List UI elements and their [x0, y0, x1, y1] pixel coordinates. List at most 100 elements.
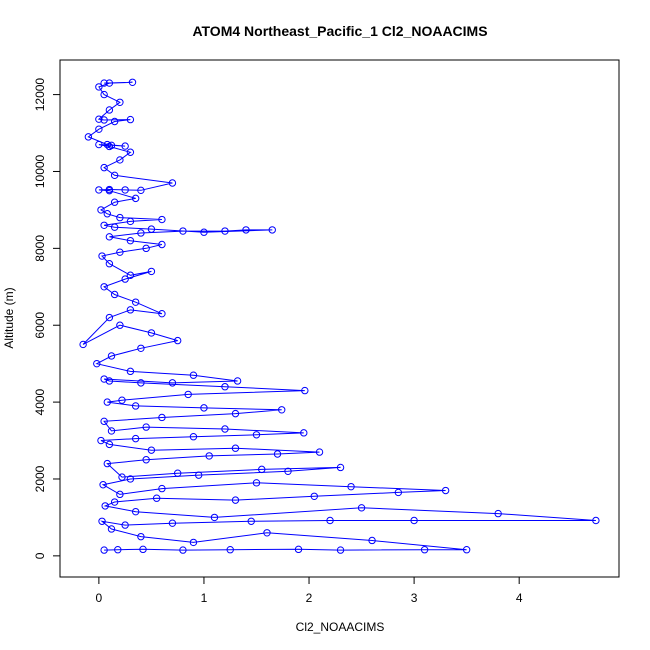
- data-point: [107, 141, 116, 150]
- data-point: [98, 252, 106, 260]
- data-point: [93, 359, 101, 368]
- y-tick-label: 8000: [33, 235, 47, 262]
- data-point: [441, 486, 450, 495]
- data-point: [131, 507, 140, 516]
- data-point: [147, 225, 156, 233]
- data-point: [142, 423, 150, 431]
- data-point: [100, 221, 108, 229]
- data-point: [116, 98, 124, 106]
- data-point: [100, 375, 108, 383]
- data-point: [347, 482, 355, 491]
- data-point: [103, 459, 111, 468]
- data-point: [116, 213, 124, 222]
- data-point: [100, 90, 108, 99]
- data-point: [131, 434, 140, 443]
- data-point: [210, 513, 219, 522]
- data-point: [368, 536, 376, 545]
- data-point: [114, 546, 122, 554]
- data-point: [394, 488, 403, 497]
- data-point: [168, 179, 177, 187]
- data-point: [100, 283, 108, 291]
- data-point: [221, 227, 229, 235]
- data-point: [79, 340, 87, 349]
- data-point: [336, 546, 345, 554]
- data-point: [100, 79, 108, 87]
- data-point: [147, 446, 156, 454]
- data-point: [110, 117, 119, 126]
- data-point: [179, 546, 187, 554]
- data-point: [221, 425, 229, 433]
- y-tick-label: 10000: [33, 154, 47, 188]
- data-point: [105, 106, 114, 114]
- x-axis-label: Cl2_NOAACIMS: [296, 620, 385, 634]
- data-point: [284, 467, 292, 475]
- data-point: [131, 194, 140, 203]
- data-point: [158, 413, 166, 422]
- data-point: [263, 529, 271, 537]
- y-tick-label: 2000: [33, 465, 47, 492]
- data-point: [301, 386, 309, 395]
- data-point: [189, 538, 198, 547]
- data-point: [126, 115, 135, 124]
- data-point: [315, 448, 324, 456]
- data-point: [103, 398, 111, 406]
- data-point: [110, 498, 119, 506]
- x-tick-label: 1: [201, 591, 208, 605]
- data-point: [107, 525, 116, 533]
- data-point: [105, 313, 114, 322]
- data-point: [105, 377, 114, 385]
- data-point: [126, 306, 135, 314]
- data-point: [158, 309, 166, 318]
- data-point: [116, 490, 124, 499]
- data-point: [126, 217, 135, 226]
- data-point: [158, 240, 166, 249]
- y-tick-label: 12000: [33, 78, 47, 112]
- data-point: [95, 83, 103, 91]
- data-point: [168, 379, 177, 387]
- data-point: [258, 465, 266, 474]
- data-point: [126, 271, 135, 279]
- data-point: [147, 329, 156, 337]
- data-point: [100, 116, 108, 124]
- x-axis: 0 1 2 3 4: [96, 576, 523, 605]
- data-point: [152, 494, 161, 502]
- data-point: [273, 450, 282, 458]
- data-point: [107, 352, 116, 360]
- y-tick-label: 6000: [33, 312, 47, 339]
- data-point: [300, 429, 308, 437]
- data-point: [189, 371, 198, 379]
- data-point: [103, 210, 111, 218]
- data-point: [592, 516, 600, 525]
- data-point: [357, 504, 366, 512]
- data-point: [105, 260, 114, 268]
- data-point: [131, 298, 140, 306]
- data-point: [336, 463, 345, 472]
- data-point: [105, 440, 114, 449]
- data-point: [231, 444, 240, 452]
- data-point: [100, 417, 108, 426]
- data-point: [158, 484, 166, 493]
- data-point: [99, 481, 107, 489]
- data-point: [105, 185, 114, 194]
- data-point: [278, 406, 286, 414]
- series-line: [82, 81, 596, 551]
- data-point: [184, 390, 192, 399]
- data-point: [95, 186, 103, 194]
- data-point: [233, 377, 242, 385]
- data-point: [137, 186, 145, 195]
- data-point: [139, 545, 147, 554]
- data-point: [116, 248, 124, 256]
- data-point: [137, 344, 145, 352]
- data-point: [126, 367, 135, 376]
- data-point: [205, 452, 213, 460]
- data-point: [128, 78, 137, 86]
- y-tick-label: 4000: [33, 388, 47, 415]
- data-point: [118, 396, 126, 404]
- data-point: [410, 516, 418, 525]
- chart-title: ATOM4 Northeast_Pacific_1 Cl2_NOAACIMS: [192, 23, 487, 39]
- data-point: [326, 516, 334, 525]
- data-point: [147, 267, 156, 276]
- data-point: [116, 156, 124, 164]
- y-axis-label: Altitude (m): [2, 287, 16, 348]
